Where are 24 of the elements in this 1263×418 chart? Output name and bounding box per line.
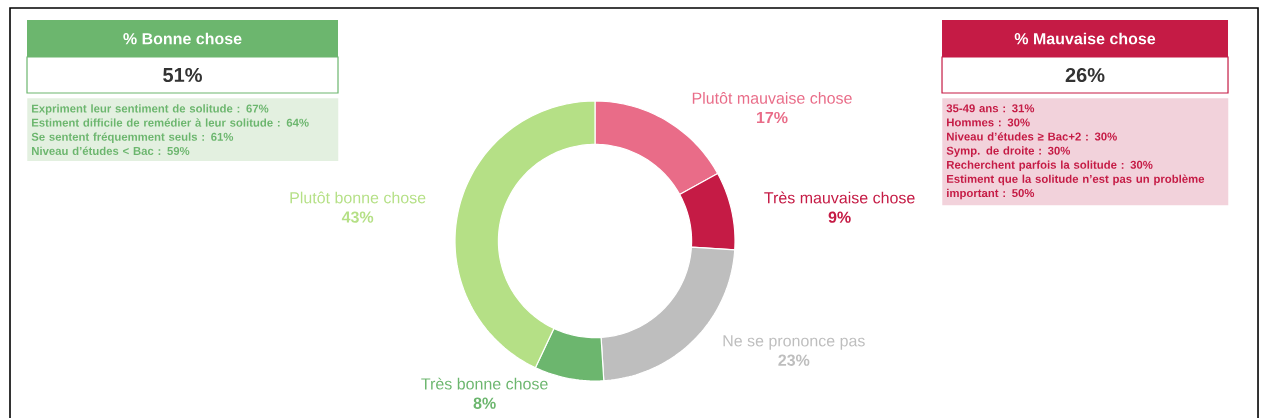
slice-label: Très bonne chose (421, 377, 548, 390)
slice-label: Très mauvaise chose (764, 191, 915, 204)
text: Se sentent fréquemment seuls : 61% (31, 132, 234, 144)
data-label: 17% (756, 111, 788, 124)
text: Hommes : 30% (947, 118, 1030, 127)
text: 51% (163, 67, 202, 83)
slice-label: Plutôt mauvaise chose (692, 92, 852, 104)
text: 26% (1065, 67, 1105, 83)
text: % Bonne chose (123, 32, 242, 45)
text: Estiment que la solitude n’est pas un problème important : 50% (947, 174, 1205, 200)
slice-label: Plutôt bonne chose (290, 191, 426, 204)
text: % Mauvaise chose (1014, 32, 1156, 45)
text: Recherchent parfois la solitude : 30% (947, 160, 1153, 172)
data-label: 8% (473, 397, 496, 409)
slice-label: Ne se prononce pas (723, 335, 865, 350)
text: Estiment difficile de remédier à leur solitude : 64% (32, 118, 309, 127)
text: Niveau d’études ≥ Bac+2 : 30% (947, 132, 1117, 141)
data-label: 43% (341, 211, 374, 223)
text: 35-49 ans : 31% (946, 104, 1035, 113)
text: Expriment leur sentiment de solitude : 67% (32, 104, 269, 115)
data-label: 9% (828, 211, 851, 223)
text: Niveau d’études < Bac : 59% (32, 146, 190, 155)
text: Symp. de droite : 30% (946, 146, 1071, 157)
data-label: 23% (778, 354, 810, 366)
